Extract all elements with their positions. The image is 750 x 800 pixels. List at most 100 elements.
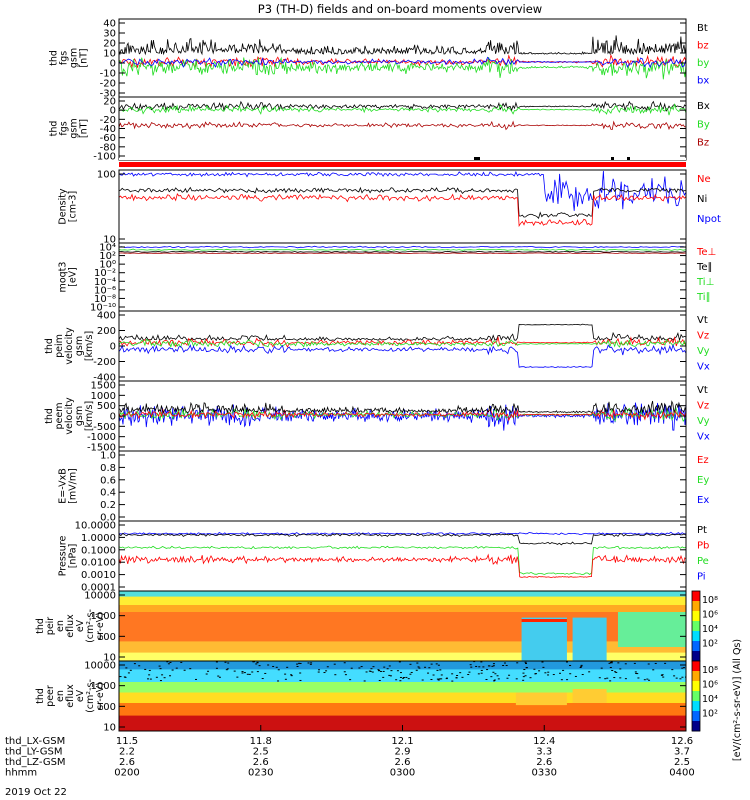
y-axis-label: thdfgsgsm[nT] [49,118,90,138]
plot-area [119,245,686,255]
legend-Ex: Ex [697,495,709,506]
x-tick-label: 0300 [390,768,415,779]
spectrogram-speck [547,674,550,676]
spectrogram-speck [146,678,149,680]
spectrogram-speck [402,677,405,679]
legend-Ey: Ey [697,475,709,486]
colorbar-label: [eV/(cm²-s-sr-eV)] (All Qs) [732,639,743,761]
legend-bz: bz [697,41,709,52]
y-tick-label: 0.8 [100,463,116,474]
spectrogram-speck [171,669,174,671]
spectrogram-speck [497,678,500,680]
y-tick-label: 10 [103,723,116,734]
series-Ti-par [119,248,686,251]
spectrogram-speck [437,664,440,666]
spectrogram-speck [502,665,505,667]
spectrogram-speck [378,670,381,672]
panel-frame [118,450,687,522]
spectrogram-speck [609,667,612,669]
spectrogram-speck [427,672,430,674]
status-marker [611,157,614,160]
spectrogram-speck [485,679,488,681]
spectrogram-speck [325,670,328,672]
plot-area [119,661,686,731]
spectrogram-speck [225,669,228,671]
legend-Ne: Ne [697,174,711,185]
status-marker [627,157,630,160]
spectrogram-speck [333,663,336,665]
spectrogram-speck [224,661,227,663]
spectrogram-speck [683,667,686,669]
y-tick-label: 0.0010 [81,570,116,581]
spectrogram-speck [580,665,583,667]
y-axis-label: thdpeimvelocitygsm[km/s] [44,327,95,365]
spectrogram-speck [272,665,275,667]
spectrogram-speck [681,667,684,669]
spectrogram-speck [579,666,582,668]
spectrogram-band [119,703,686,717]
y-tick-label: -10 [100,69,116,80]
y-tick-label: -60 [100,133,116,144]
y-tick-label: 10⁻⁶ [94,285,116,296]
colorbar-segment [692,661,700,672]
legend-bx: bx [697,76,709,87]
legend-Vz: Vz [697,401,709,412]
spectrogram-speck [435,663,438,665]
y-tick-label: 10000 [84,661,116,672]
y-tick-label: -100 [93,152,116,163]
spectrogram-speck [409,673,412,675]
spectrogram-speck [648,679,651,681]
y-tick-label: 10000 [84,591,116,602]
spectrogram-speck [309,663,312,665]
spectrogram-speck [163,677,166,679]
plot-area [119,100,686,131]
spectrogram-speck [493,680,496,682]
spectrogram-speck [378,679,381,681]
spectrogram-speck [635,672,638,674]
legend-Ez: Ez [697,455,709,466]
spectrogram-speck [395,679,398,681]
y-tick-label: 10⁻⁴ [94,277,116,288]
spectrogram-speck [195,678,198,680]
spectrogram-speck [180,661,183,663]
spectrogram-speck [508,674,511,676]
spectrogram-speck [660,674,663,676]
y-axis-label: thdpeirenefluxeV(cm²-s-sr-eV) [35,609,106,643]
spectrogram-region [572,689,607,703]
colorbar-tick: 10⁸ [702,665,718,676]
spectrogram-speck [611,669,614,671]
plot-area [119,35,686,80]
spectrogram-speck [258,665,261,667]
spectrogram-speck [127,672,130,674]
spectrogram-speck [440,678,443,680]
series-By [119,102,686,116]
spectrogram-speck [383,666,386,668]
spectrogram-speck [183,669,186,671]
y-axis-label: thdpeemvelocitygsm[km/s] [44,397,95,435]
colorbar-segment [692,621,700,632]
spectrogram-speck [493,679,496,681]
y-tick-label: 0 [110,412,116,423]
spectrogram-speck [515,678,518,680]
spectrogram-speck [365,671,368,673]
spectrogram-speck [523,669,526,671]
x-tick-label: 0200 [114,768,139,779]
spectrogram-speck [609,661,612,663]
spectrogram-speck [588,671,591,673]
legend-Te⊥: Te⊥ [696,247,716,258]
spectrogram-speck [647,663,650,665]
y-tick-label: 0.4 [100,488,116,499]
legend-Vy: Vy [697,346,710,357]
y-tick-label: 1.0000 [81,533,116,544]
spectrogram-speck [490,676,493,678]
spectrogram-speck [606,677,609,679]
spectrogram-speck [144,668,147,670]
x-tick-label: 2.6 [253,757,269,768]
spectrogram-speck [598,677,601,679]
spectrogram-speck [569,673,572,675]
series-Ni [119,186,686,219]
y-tick-label: -400 [93,373,116,384]
spectrogram-speck [560,679,563,681]
spectrogram-speck [389,675,392,677]
spectrogram-speck [451,680,454,682]
